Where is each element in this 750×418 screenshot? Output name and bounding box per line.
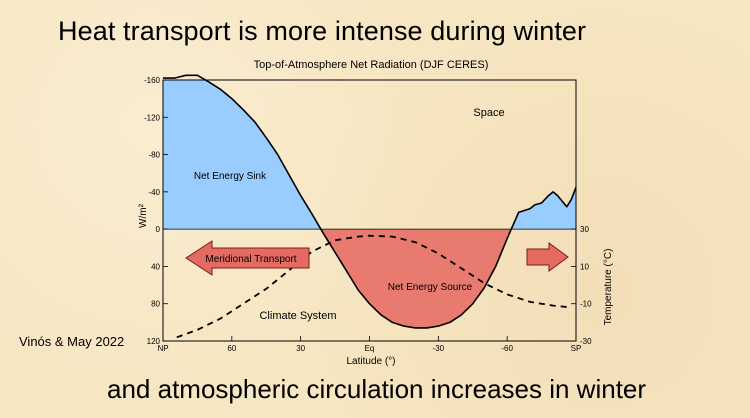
citation-credit: Vinós & May 2022	[19, 334, 125, 349]
temperature-line	[176, 234, 572, 339]
x-tick-label: 60	[227, 344, 236, 353]
climate-system-label: Climate System	[259, 310, 336, 322]
x-tick-label: -60	[501, 344, 513, 353]
y-tick-label: -120	[144, 113, 161, 122]
x-tick-label: -30	[433, 344, 445, 353]
x-tick-label: SP	[571, 344, 582, 353]
y-tick-label: 0	[156, 225, 161, 234]
meridional-transport-arrow: Meridional Transport	[185, 240, 310, 276]
meridional-transport-label: Meridional Transport	[205, 254, 296, 265]
space-label: Space	[473, 107, 504, 119]
x-axis-label: Latitude (°)	[346, 356, 395, 367]
x-tick-label: NP	[157, 344, 168, 353]
y2-tick-label: -30	[580, 337, 592, 346]
y-tick-label: -80	[148, 151, 160, 160]
net-energy-sink-area	[163, 80, 576, 230]
net-energy-sink-label: Net Energy Sink	[194, 171, 267, 182]
net-energy-source-label: Net Energy Source	[388, 282, 473, 293]
y-tick-label: 120	[147, 337, 161, 346]
y-tick-label: 80	[151, 300, 160, 309]
x-tick-label: Eq	[365, 344, 375, 353]
right-arrow-shape	[526, 242, 569, 272]
net-radiation-line	[163, 74, 577, 329]
y2-tick-label: 10	[580, 262, 589, 271]
y-tick-label: 40	[151, 262, 160, 271]
y2-axis-label: Temperature (°C)	[603, 249, 614, 326]
y-tick-label: -160	[144, 76, 161, 85]
chart-title: Top-of-Atmosphere Net Radiation (DJF CER…	[254, 59, 489, 71]
slide-title: Heat transport is more intense during wi…	[58, 16, 587, 46]
y-axis-label: W/m²	[138, 203, 149, 228]
y-tick-label: -40	[148, 188, 160, 197]
left-arrow-shape	[185, 240, 310, 276]
slide-footer: and atmospheric circulation increases in…	[107, 374, 647, 404]
x-tick-label: 30	[296, 344, 305, 353]
y2-tick-label: -10	[580, 300, 592, 309]
y2-tick-label: 30	[580, 225, 589, 234]
